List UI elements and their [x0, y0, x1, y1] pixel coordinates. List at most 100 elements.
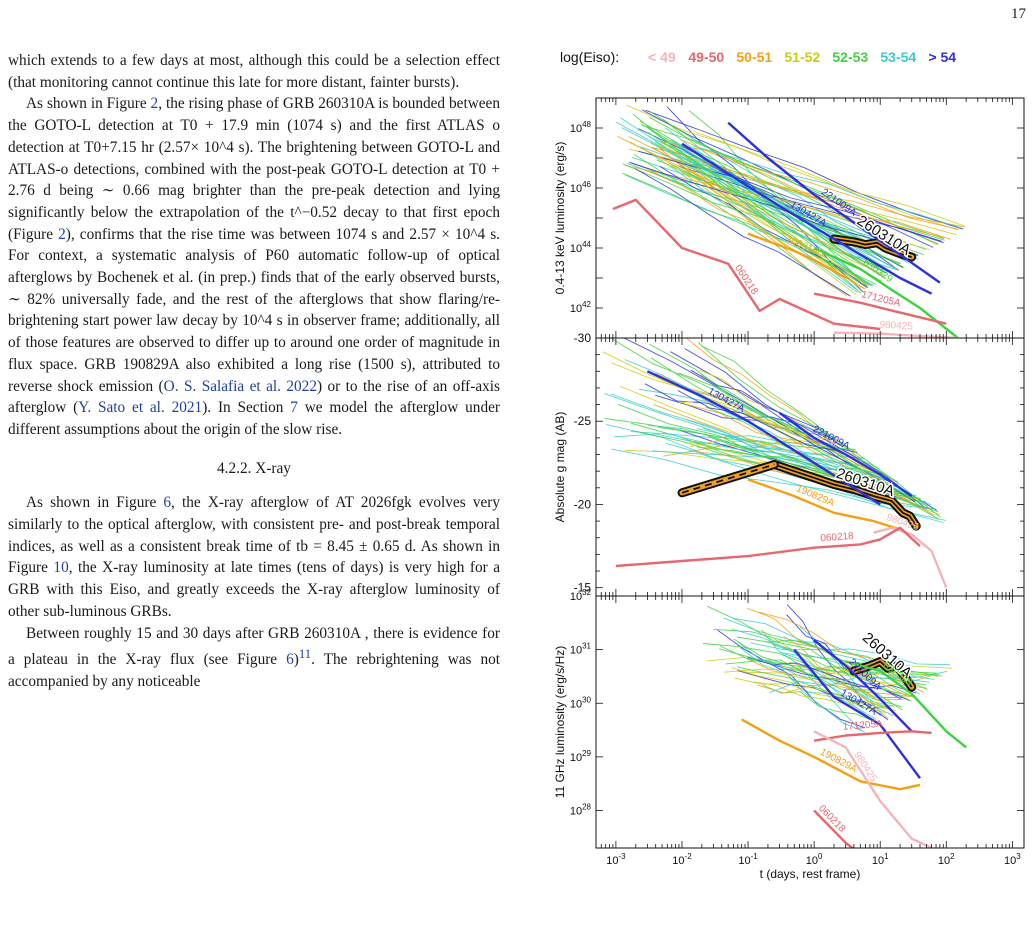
- y-tick-label: 1032: [570, 588, 592, 603]
- background-afterglow-line: [750, 642, 951, 666]
- footnote-link[interactable]: 11: [298, 647, 312, 662]
- y-tick-label: 1028: [570, 803, 592, 818]
- series-060218: [813, 809, 855, 848]
- background-afterglow-line: [758, 611, 924, 693]
- background-afterglow-line: [731, 666, 886, 714]
- series-171205a: [813, 730, 932, 742]
- series-100316d: [747, 232, 847, 280]
- figure-link[interactable]: 2: [58, 225, 66, 243]
- y-tick-label: -15: [574, 581, 592, 595]
- background-afterglow-line: [698, 342, 941, 518]
- series-label: 171205A: [842, 719, 883, 733]
- x-axis-label: t (days, rest frame): [760, 867, 861, 881]
- x-tick-label: 102: [938, 852, 955, 867]
- legend-entry: 50-51: [736, 49, 772, 65]
- series-060218: [612, 198, 881, 331]
- series-260310a-core: [833, 238, 912, 258]
- background-afterglow-line: [684, 348, 927, 510]
- paragraph: As shown in Figure 6, the X-ray afterglo…: [8, 492, 500, 622]
- background-afterglow-line: [653, 404, 935, 516]
- page-number: 17: [1011, 6, 1026, 22]
- series-130427a: [646, 370, 881, 506]
- citation-link[interactable]: O. S. Salafia et al. 2022: [163, 377, 317, 395]
- legend-entry: 49-50: [688, 49, 724, 65]
- background-afterglow-line: [757, 684, 916, 698]
- x-tick-label: 10-2: [672, 852, 692, 867]
- figure-link[interactable]: 2: [150, 95, 159, 113]
- chart-panel-optical: 260310A221009A130427A190829A980425060218…: [553, 331, 1025, 597]
- background-afterglow-line: [680, 162, 894, 274]
- background-afterglow-line: [629, 161, 919, 256]
- section-link[interactable]: 7: [290, 399, 298, 417]
- background-afterglow-line: [705, 406, 940, 520]
- paragraph: which extends to a few days at most, alt…: [8, 52, 500, 91]
- series-221009a: [813, 639, 913, 733]
- background-afterglow-line: [604, 418, 857, 450]
- chart-panel-radio: 260310A221009A130427A030329171205A190829…: [553, 588, 1025, 881]
- background-afterglow-line: [680, 139, 938, 246]
- background-afterglow-line: [739, 647, 877, 720]
- background-afterglow-line: [737, 666, 894, 710]
- figure-link[interactable]: 6: [163, 494, 172, 512]
- legend-entry: > 54: [928, 49, 956, 65]
- x-tick-label: 103: [1004, 852, 1021, 867]
- background-afterglow-line: [738, 641, 866, 733]
- background-afterglow-line: [624, 359, 837, 439]
- background-afterglow-line: [719, 645, 903, 708]
- y-tick-label: -25: [574, 414, 592, 428]
- background-afterglow-line: [629, 141, 857, 296]
- x-tick-label: 10-3: [606, 852, 626, 867]
- y-tick-label: 1048: [570, 120, 592, 135]
- plot-area: [602, 338, 948, 589]
- legend-entry: 53-54: [880, 49, 916, 65]
- series-221009a: [727, 121, 941, 284]
- paragraph: As shown in Figure 2, the rising phase o…: [8, 93, 500, 440]
- background-afterglow-line: [653, 143, 944, 238]
- series-171205a: [813, 292, 947, 325]
- background-afterglow-line: [701, 392, 899, 485]
- text-run: ), confirms that the rise time was betwe…: [8, 225, 501, 395]
- background-afterglow-line: [648, 116, 939, 245]
- background-afterglow-line: [602, 351, 883, 478]
- legend-title: log(Eiso):: [560, 49, 619, 65]
- background-afterglow-line: [638, 150, 944, 244]
- series-190829a: [747, 478, 901, 531]
- y-axis-label: 11 GHz luminosity (erg/s/Hz): [553, 646, 567, 798]
- series-label: 060218: [820, 531, 855, 544]
- text-run: , the rising phase of GRB 260310A is bou…: [8, 95, 500, 243]
- text-run: ) or to the rise of an off-axis afterglo…: [8, 377, 500, 417]
- legend-entry: < 49: [648, 49, 676, 65]
- text-run: , the X-ray afterglow of AT 2026fgk evol…: [8, 494, 500, 577]
- background-afterglow-line: [622, 172, 877, 285]
- background-afterglow-line: [620, 117, 887, 273]
- paragraph: Between roughly 15 and 30 days after GRB…: [8, 623, 500, 693]
- y-tick-label: 1046: [570, 180, 592, 195]
- citation-link[interactable]: Y. Sato et al. 2021: [78, 399, 203, 417]
- light-curve-figure: log(Eiso): < 49 49-50 50-51 51-52 52-53 53-54 >…: [540, 40, 1034, 900]
- x-tick-label: 100: [806, 852, 823, 867]
- figure-link[interactable]: 10: [53, 559, 69, 577]
- background-afterglow-line: [678, 372, 891, 480]
- section-heading: 4.2.2. X-ray: [217, 459, 291, 477]
- background-afterglow-line: [694, 440, 889, 477]
- background-afterglow-line: [784, 653, 878, 725]
- figure-link[interactable]: 6: [286, 651, 294, 669]
- chart-panel-x-ray: 260310A221009A130427A030329171205A100316…: [553, 97, 1025, 339]
- series-030329: [845, 660, 967, 749]
- body-text-column: which extends to a few days at most, alt…: [8, 50, 500, 693]
- text-run: As shown in Figure: [26, 95, 151, 113]
- text-run: we model the afterglow under different a…: [8, 399, 500, 438]
- y-tick-label: -20: [574, 497, 592, 511]
- y-tick-label: 1042: [570, 300, 592, 315]
- series-980425: [873, 526, 948, 589]
- background-afterglow-line: [617, 135, 887, 279]
- x-tick-label: 101: [872, 852, 889, 867]
- background-afterglow-line: [685, 338, 858, 453]
- background-afterglow-line: [649, 343, 928, 507]
- y-axis-label: Absolute g mag (AB): [553, 412, 567, 523]
- series-980425: [813, 730, 935, 848]
- y-tick-label: 1030: [570, 695, 592, 710]
- text-run: ): [293, 651, 299, 669]
- legend-entry: 52-53: [832, 49, 868, 65]
- background-afterglow-line: [690, 369, 844, 448]
